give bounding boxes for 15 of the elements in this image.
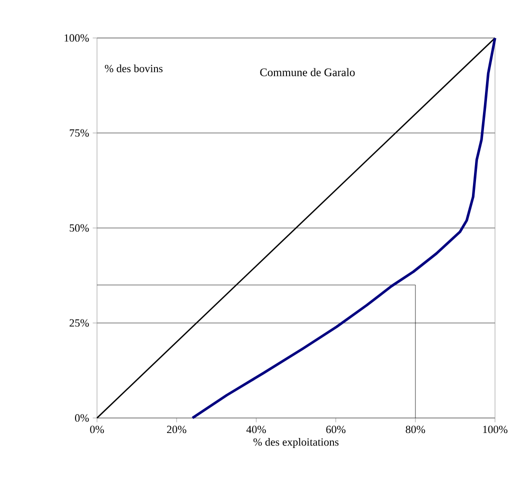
x-tick-label: 40% bbox=[246, 426, 266, 434]
x-tick-label: 20% bbox=[167, 426, 186, 434]
x-axis-title: % des exploitations bbox=[253, 438, 339, 448]
x-tick-label: 0% bbox=[90, 426, 104, 434]
y-tick-label: 75% bbox=[70, 129, 89, 137]
y-tick-label: 0% bbox=[75, 414, 89, 422]
x-tick-label: 100% bbox=[483, 426, 508, 434]
text: Commune de Garalo bbox=[260, 68, 355, 76]
y-tick-label: 50% bbox=[70, 224, 89, 232]
y-tick-label: 25% bbox=[70, 319, 89, 327]
x-tick-label: 60% bbox=[326, 426, 346, 434]
x-tick-label: 80% bbox=[406, 426, 426, 434]
line-series bbox=[191, 36, 496, 420]
y-tick-label: 100% bbox=[64, 34, 89, 42]
y-axis-title: % des bovins bbox=[104, 64, 163, 72]
